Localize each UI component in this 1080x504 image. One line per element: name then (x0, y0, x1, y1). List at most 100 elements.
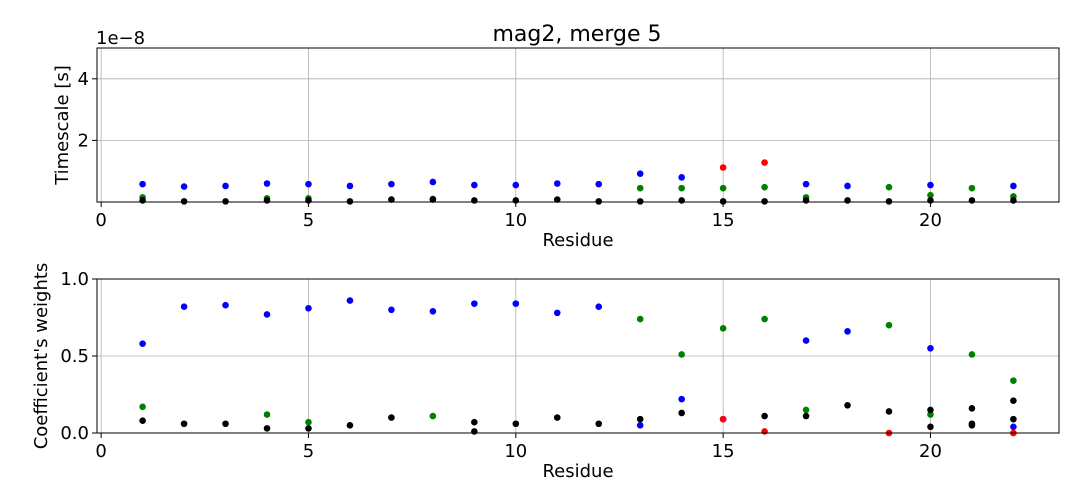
data-point (636, 170, 644, 177)
weights-panel: 0 5 10 15 20 0.0 0.5 1.0 Residue Coefficient's we… (31, 263, 1060, 482)
data-point (512, 181, 520, 189)
data-point (263, 411, 271, 418)
data-point (636, 415, 644, 423)
data-point (719, 198, 727, 205)
data-point (346, 182, 354, 190)
y-tick-label: 4 (78, 69, 89, 90)
data-point (305, 180, 312, 188)
data-point (761, 315, 768, 323)
data-point (388, 414, 395, 421)
data-point (719, 324, 727, 332)
data-point (595, 180, 603, 188)
y-tick-label: 0.5 (60, 346, 89, 367)
data-point (222, 198, 229, 205)
data-point (263, 425, 271, 432)
data-point (719, 415, 727, 423)
data-point (761, 412, 768, 420)
x-tick-label: 15 (712, 441, 735, 462)
data-point (346, 198, 354, 205)
y-axis-label: Coefficient's weights (31, 263, 52, 450)
data-point (844, 401, 851, 409)
chart-title: mag2, merge 5 (493, 22, 662, 47)
x-tick-label: 10 (504, 441, 527, 462)
data-point (139, 403, 146, 411)
y-axis-label: Timescale [s] (52, 65, 73, 186)
data-point (678, 351, 685, 358)
x-tick-label: 20 (919, 441, 942, 462)
data-point (885, 321, 893, 329)
x-tick-label: 0 (95, 210, 106, 231)
data-point (429, 196, 437, 203)
data-point (346, 297, 354, 304)
data-point (968, 197, 976, 204)
data-point (927, 191, 934, 199)
data-point (180, 183, 188, 190)
data-point (388, 196, 395, 203)
data-point (222, 420, 229, 428)
data-point (802, 197, 810, 204)
data-point (885, 198, 893, 205)
data-point (263, 311, 271, 318)
data-point (180, 420, 188, 428)
data-point (719, 184, 727, 192)
data-point (429, 178, 437, 186)
data-point (885, 183, 893, 191)
data-point (553, 180, 561, 187)
x-tick-label: 20 (919, 210, 942, 231)
data-point (636, 315, 644, 323)
data-point (968, 184, 976, 192)
x-tick-label: 5 (303, 441, 314, 462)
data-point (471, 428, 478, 435)
data-point (968, 422, 976, 429)
data-point (636, 198, 644, 205)
data-point (1010, 377, 1017, 384)
data-point (471, 418, 478, 426)
x-tick-label: 0 (95, 441, 106, 462)
data-point (844, 328, 851, 335)
data-point (719, 164, 727, 171)
data-point (512, 300, 520, 307)
x-tick-label: 10 (504, 210, 527, 231)
data-point (512, 420, 520, 428)
data-point (595, 198, 603, 205)
data-point (471, 300, 478, 307)
data-point (761, 428, 768, 435)
data-point (1010, 397, 1017, 404)
data-point (305, 304, 312, 312)
data-point (388, 180, 395, 188)
data-point (471, 197, 478, 204)
data-point (222, 182, 229, 190)
data-point (263, 180, 271, 187)
data-point (139, 180, 146, 188)
data-point (927, 345, 934, 352)
data-point (553, 414, 561, 421)
data-point (1010, 197, 1017, 204)
data-point (802, 412, 810, 420)
data-point (885, 408, 893, 415)
data-point (927, 406, 934, 414)
data-point (180, 198, 188, 205)
data-point (761, 183, 768, 191)
data-point (139, 197, 146, 204)
data-point (927, 423, 934, 431)
data-point (595, 303, 603, 311)
data-point (844, 197, 851, 204)
data-point (429, 412, 437, 420)
data-point (636, 184, 644, 192)
y-tick-label: 0.0 (60, 423, 89, 444)
data-point (471, 181, 478, 189)
data-point (1010, 182, 1017, 190)
data-point (802, 180, 810, 188)
data-point (553, 309, 561, 317)
x-axis-label: Residue (542, 230, 613, 251)
data-point (802, 406, 810, 414)
y-tick-label: 2 (78, 130, 89, 151)
x-tick-label: 15 (712, 210, 735, 231)
data-point (388, 306, 395, 314)
data-point (139, 340, 146, 347)
data-point (761, 159, 768, 166)
data-point (346, 422, 354, 429)
x-axis-label: Residue (542, 461, 613, 482)
data-point (678, 395, 685, 403)
